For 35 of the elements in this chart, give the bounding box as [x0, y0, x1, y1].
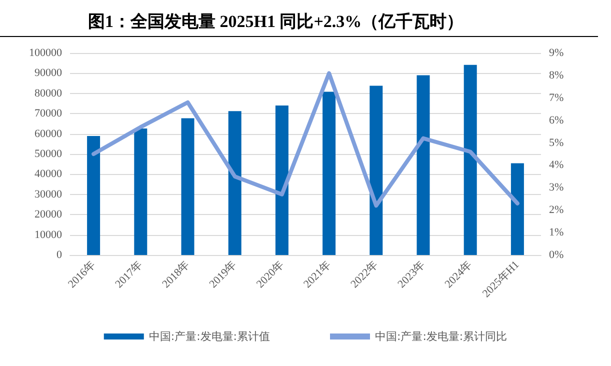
- bar: [181, 118, 194, 255]
- y2-tick-label: 1%: [549, 226, 564, 239]
- line-series: [92, 71, 520, 208]
- y2-tick-label: 0%: [549, 249, 564, 261]
- legend-label: 中国:产量:发电量:累计同比: [375, 330, 508, 343]
- legend-label: 中国:产量:发电量:累计值: [148, 330, 270, 343]
- y2-tick-label: 4%: [549, 159, 564, 172]
- y-tick-label: 100000: [29, 47, 62, 59]
- bar: [275, 106, 288, 255]
- bar: [464, 64, 477, 255]
- y2-tick-label: 8%: [549, 69, 564, 82]
- y2-tick-label: 6%: [549, 114, 564, 126]
- bar: [322, 92, 336, 255]
- y-tick-label: 60000: [34, 128, 62, 140]
- y-tick-label: 10000: [34, 228, 62, 241]
- bar: [416, 75, 430, 255]
- y-tick-label: 0: [56, 249, 62, 261]
- bar: [370, 86, 383, 255]
- y2-tick-label: 2%: [549, 204, 564, 216]
- bar: [87, 136, 100, 255]
- y-tick-label: 30000: [34, 188, 62, 200]
- y-tick-label: 70000: [34, 108, 62, 120]
- bar: [228, 111, 242, 255]
- y2-tick-label: 7%: [549, 92, 564, 104]
- y-tick-label: 40000: [34, 168, 62, 180]
- y2-tick-label: 3%: [549, 182, 564, 194]
- y-tick-label: 50000: [34, 148, 62, 160]
- bar: [134, 128, 148, 255]
- y2-tick-label: 9%: [549, 47, 564, 59]
- bar: [510, 163, 524, 255]
- y-tick-label: 20000: [34, 208, 62, 221]
- y2-tick-label: 5%: [549, 136, 564, 149]
- y-tick-label: 80000: [34, 87, 62, 100]
- chart-title: 图1：全国发电量 2025H1 同比+2.3%（亿千瓦时）: [0, 0, 598, 37]
- y-tick-label: 90000: [34, 67, 62, 80]
